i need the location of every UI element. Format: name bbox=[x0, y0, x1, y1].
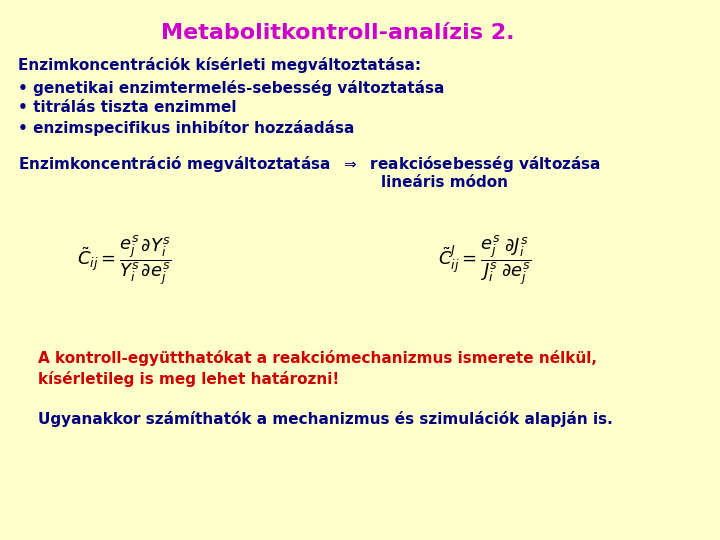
Text: • genetikai enzimtermelés-sebesség változtatása: • genetikai enzimtermelés-sebesség válto… bbox=[17, 80, 444, 96]
Text: $\tilde{C}_{ij} = \dfrac{e_j^s}{Y_i^s} \dfrac{\partial Y_i^s}{\partial e_j^s}$: $\tilde{C}_{ij} = \dfrac{e_j^s}{Y_i^s} \… bbox=[77, 233, 171, 287]
Text: • enzimspecifikus inhibítor hozzáadása: • enzimspecifikus inhibítor hozzáadása bbox=[17, 120, 354, 136]
Text: • titrálás tiszta enzimmel: • titrálás tiszta enzimmel bbox=[17, 100, 236, 115]
Text: $\tilde{C}_{ij}^{J} = \dfrac{e_j^s}{J_i^s} \dfrac{\partial J_i^s}{\partial e_j^s: $\tilde{C}_{ij}^{J} = \dfrac{e_j^s}{J_i^… bbox=[438, 233, 531, 287]
Text: Enzimkoncentráció megváltoztatása  $\Rightarrow$  reakciósebesség változása: Enzimkoncentráció megváltoztatása $\Righ… bbox=[17, 154, 600, 174]
Text: lineáris módon: lineáris módon bbox=[381, 176, 508, 191]
Text: Metabolitkontroll-analízis 2.: Metabolitkontroll-analízis 2. bbox=[161, 23, 514, 43]
Text: Ugyanakkor számíthatók a mechanizmus és szimulációk alapján is.: Ugyanakkor számíthatók a mechanizmus és … bbox=[37, 411, 612, 427]
Text: Enzimkoncentrációk kísérleti megváltoztatása:: Enzimkoncentrációk kísérleti megváltozta… bbox=[17, 57, 420, 73]
Text: kísérletileg is meg lehet határozni!: kísérletileg is meg lehet határozni! bbox=[37, 371, 339, 387]
Text: A kontroll-együtthatókat a reakciómechanizmus ismerete nélkül,: A kontroll-együtthatókat a reakciómechan… bbox=[37, 350, 596, 366]
